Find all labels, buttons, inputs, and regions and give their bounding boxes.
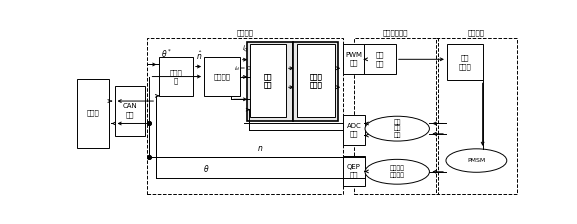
Text: QEP
接口: QEP 接口 bbox=[347, 164, 361, 178]
Text: 速度控制: 速度控制 bbox=[213, 73, 230, 80]
Bar bbox=[204, 57, 240, 96]
Text: PWM
模块: PWM 模块 bbox=[346, 52, 362, 66]
Bar bbox=[246, 42, 293, 121]
Text: 电流
控制: 电流 控制 bbox=[264, 73, 272, 88]
Bar bbox=[436, 38, 516, 194]
Bar bbox=[447, 44, 482, 80]
Text: PMSM: PMSM bbox=[467, 158, 485, 163]
Text: 位置控
制: 位置控 制 bbox=[170, 69, 182, 84]
Text: 控制模块: 控制模块 bbox=[237, 29, 254, 35]
Bar bbox=[115, 86, 145, 136]
Bar bbox=[293, 42, 338, 121]
Text: 驱动
模块: 驱动 模块 bbox=[376, 52, 384, 67]
Text: $\theta$: $\theta$ bbox=[203, 163, 209, 174]
Bar bbox=[343, 115, 365, 145]
Text: $\hat{n}$: $\hat{n}$ bbox=[196, 50, 203, 62]
Text: ADC
模块: ADC 模块 bbox=[346, 123, 361, 137]
Text: 三相
逆变器: 三相 逆变器 bbox=[458, 55, 471, 70]
Text: $n$: $n$ bbox=[257, 144, 263, 153]
Text: CAN
模块: CAN 模块 bbox=[122, 103, 137, 118]
Circle shape bbox=[365, 159, 429, 184]
Text: 上位机: 上位机 bbox=[87, 110, 99, 116]
Bar bbox=[343, 44, 365, 74]
Bar bbox=[297, 44, 335, 116]
Bar bbox=[250, 44, 286, 116]
Bar bbox=[364, 44, 396, 74]
Circle shape bbox=[365, 116, 429, 141]
Bar bbox=[297, 44, 335, 116]
Bar bbox=[343, 156, 365, 186]
Text: 新型调
制算法: 新型调 制算法 bbox=[309, 73, 322, 88]
Text: 电流
控制: 电流 控制 bbox=[264, 73, 272, 88]
Bar bbox=[250, 44, 286, 116]
Text: $i_q$: $i_q$ bbox=[242, 44, 249, 55]
Text: 转速位置
检测模块: 转速位置 检测模块 bbox=[389, 166, 404, 178]
Bar bbox=[147, 38, 343, 194]
Bar bbox=[159, 57, 193, 96]
Text: 新型调
制算法: 新型调 制算法 bbox=[309, 73, 322, 88]
Bar bbox=[77, 79, 109, 148]
Text: $\theta^*$: $\theta^*$ bbox=[160, 48, 171, 60]
Text: 电流
检测
模块: 电流 检测 模块 bbox=[394, 119, 401, 138]
Text: 功率模块: 功率模块 bbox=[468, 29, 485, 35]
Text: $i_d$$=0$: $i_d$$=0$ bbox=[234, 64, 252, 73]
Text: 检测驱动模块: 检测驱动模块 bbox=[383, 29, 409, 35]
Circle shape bbox=[446, 149, 507, 172]
Bar bbox=[354, 38, 438, 194]
